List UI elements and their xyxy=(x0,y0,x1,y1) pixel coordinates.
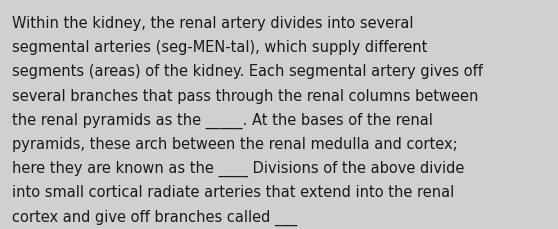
Text: several branches that pass through the renal columns between: several branches that pass through the r… xyxy=(12,88,479,103)
Text: into small cortical radiate arteries that extend into the renal: into small cortical radiate arteries tha… xyxy=(12,184,455,199)
Text: here they are known as the ____ Divisions of the above divide: here they are known as the ____ Division… xyxy=(12,160,465,176)
Text: the renal pyramids as the _____. At the bases of the renal: the renal pyramids as the _____. At the … xyxy=(12,112,433,128)
Text: segmental arteries (seg-MEN-tal), which supply different: segmental arteries (seg-MEN-tal), which … xyxy=(12,40,427,55)
Text: segments (areas) of the kidney. Each segmental artery gives off: segments (areas) of the kidney. Each seg… xyxy=(12,64,483,79)
Text: Within the kidney, the renal artery divides into several: Within the kidney, the renal artery divi… xyxy=(12,16,414,31)
Text: cortex and give off branches called ___: cortex and give off branches called ___ xyxy=(12,208,297,224)
Text: pyramids, these arch between the renal medulla and cortex;: pyramids, these arch between the renal m… xyxy=(12,136,458,151)
